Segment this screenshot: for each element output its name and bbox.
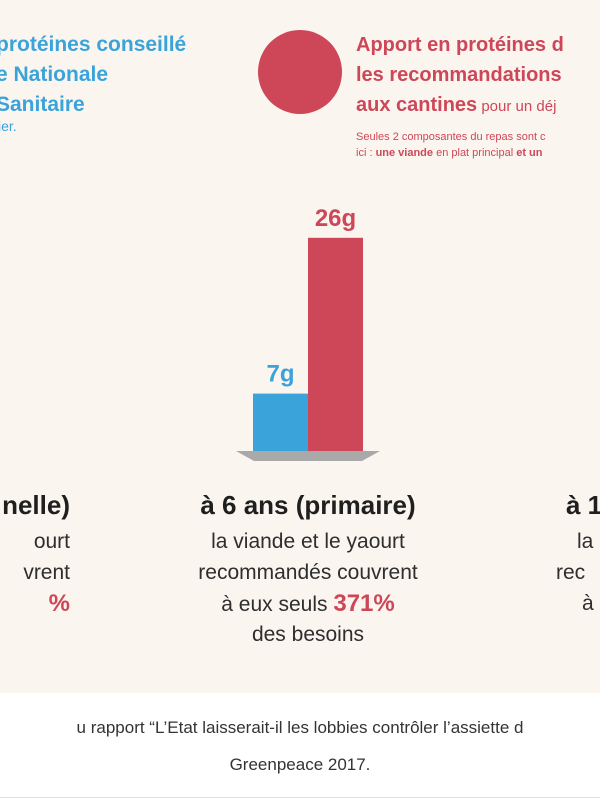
right-column-line-2: rec (556, 561, 586, 584)
center-column-line-2: recommandés couvrent (198, 561, 418, 584)
note-2-c: en plat principal (433, 147, 517, 159)
right-header-note-1: Seules 2 composantes du repas sont c (356, 131, 546, 143)
right-header-line-3: aux cantines pour un déj (356, 90, 556, 122)
left-header-subtitle: ier. (0, 118, 17, 134)
right-header-line-2: les recommandations (356, 64, 562, 86)
bar-value-label-1: 26g (315, 205, 356, 232)
center-column-line-1: la viande et le yaourt (211, 530, 405, 553)
left-header-line-2: e Nationale (0, 63, 109, 86)
right-header-note-2: ici : une viande en plat principal et un (356, 147, 542, 159)
left-column-heading: nelle) (2, 490, 70, 520)
center-column-heading: à 6 ans (primaire) (200, 490, 416, 520)
right-column-heading: à 1 (566, 490, 600, 520)
right-header-line-1: Apport en protéines d (356, 34, 564, 56)
left-column-percentage: % (48, 590, 70, 617)
divider (0, 797, 600, 798)
center-percentage: 371% (333, 590, 395, 617)
right-column-line-3: à (582, 592, 594, 615)
left-column-line-2: vrent (23, 561, 70, 584)
left-header-line-1: protéines conseillé (0, 33, 187, 56)
right-header-line-3-rest: pour un déj (477, 98, 557, 115)
protein-bar-chart: 7g 26g (236, 205, 380, 461)
bar-1 (308, 237, 363, 451)
right-header-line-3-bold: aux cantines (356, 94, 478, 116)
caption-line-2: Greenpeace 2017. (229, 755, 371, 774)
center-column-line-4: des besoins (251, 623, 365, 646)
left-header-line-3: Sanitaire (0, 93, 85, 116)
note-2-d: et un (516, 147, 543, 159)
caption-line-1: u rapport “L’Etat laisserait-il les lobb… (76, 718, 524, 737)
red-circle-icon (258, 30, 342, 114)
infographic-panel: protéines conseillé e Nationale Sanitair… (0, 0, 600, 693)
right-column-line-1: la (577, 530, 594, 553)
center-column-line-3: à eux seuls 371% (138, 588, 478, 620)
note-2-a: ici : (356, 147, 376, 159)
bar-0 (253, 393, 308, 451)
note-2-b: une viande (375, 147, 434, 159)
left-column-line-1: ourt (33, 530, 70, 553)
center-line-3-prefix: à eux seuls (221, 593, 334, 616)
bar-value-label-0: 7g (266, 361, 294, 388)
bar-base-shadow (236, 451, 380, 461)
